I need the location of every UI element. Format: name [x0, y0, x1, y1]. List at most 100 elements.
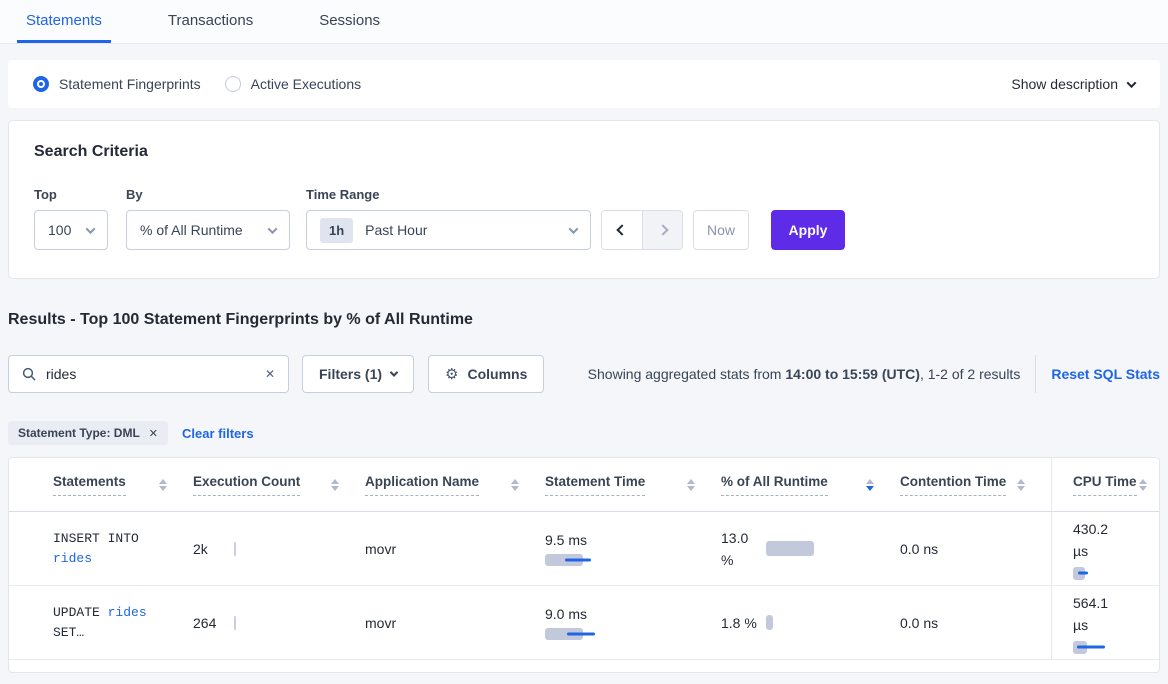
application-name-cell: movr — [365, 540, 397, 557]
clear-filters-link[interactable]: Clear filters — [182, 425, 254, 441]
filter-chip-label: Statement Type: DML — [18, 426, 140, 440]
by-field: By % of All Runtime — [108, 187, 290, 250]
cpu-time-bar — [1073, 640, 1121, 654]
radio-label: Statement Fingerprints — [59, 76, 201, 92]
cpu-time-cell: 564.1 µs — [1051, 586, 1159, 659]
top-select[interactable]: 100 — [34, 210, 108, 250]
gear-icon: ⚙ — [445, 365, 459, 383]
filter-chip-statement-type[interactable]: Statement Type: DML ✕ — [8, 421, 169, 445]
chevron-right-icon — [656, 224, 669, 236]
radio-statement-fingerprints[interactable]: Statement Fingerprints — [33, 76, 201, 92]
by-select-value: % of All Runtime — [140, 222, 243, 238]
column-header-execution-count[interactable]: Execution Count — [193, 474, 365, 496]
remove-filter-icon[interactable]: ✕ — [148, 427, 159, 440]
clear-search-icon[interactable]: ✕ — [264, 367, 275, 381]
statement-time-cell: 9.5 ms — [545, 532, 721, 566]
runtime-bar — [766, 541, 814, 556]
statements-table: Statements Execution Count Application N… — [8, 457, 1160, 673]
application-name-cell: movr — [365, 614, 397, 631]
column-header-application-name[interactable]: Application Name — [365, 474, 545, 496]
statement-cell: UPDATE rides SET… — [53, 604, 147, 640]
execution-count-bar — [234, 541, 236, 556]
stats-summary-text: Showing aggregated stats from 14:00 to 1… — [587, 366, 1021, 382]
sort-icon[interactable] — [1017, 478, 1025, 491]
search-criteria-title: Search Criteria — [34, 143, 148, 160]
cpu-time-bar — [1073, 566, 1121, 580]
statement-link[interactable]: rides — [53, 550, 93, 566]
time-window-nav — [601, 210, 683, 250]
time-range-label: Time Range — [306, 187, 380, 202]
columns-button-label: Columns — [467, 366, 528, 382]
radio-active-executions[interactable]: Active Executions — [224, 76, 362, 92]
filters-button[interactable]: Filters (1) — [302, 355, 415, 393]
vertical-divider — [1035, 355, 1037, 393]
column-header-runtime[interactable]: % of All Runtime — [721, 474, 900, 496]
search-box[interactable]: ✕ — [8, 355, 289, 393]
sort-icon[interactable] — [1139, 478, 1147, 491]
contention-time-cell: 0.0 ns — [900, 614, 939, 631]
sort-icon[interactable] — [331, 478, 339, 491]
statement-time-bar — [545, 553, 705, 566]
show-description-toggle[interactable]: Show description — [1011, 76, 1137, 92]
sort-icon[interactable] — [687, 478, 695, 491]
column-header-contention-time[interactable]: Contention Time — [900, 474, 1051, 496]
column-header-statement-time[interactable]: Statement Time — [545, 474, 721, 496]
results-toolbar: ✕ Filters (1) ⚙ Columns Showing aggregat… — [8, 355, 1160, 393]
search-icon — [22, 367, 36, 381]
results-heading: Results - Top 100 Statement Fingerprints… — [8, 311, 473, 328]
statement-time-bar — [545, 627, 705, 640]
tab-sessions[interactable]: Sessions — [319, 11, 381, 29]
radio-label: Active Executions — [250, 76, 362, 92]
show-description-label: Show description — [1011, 76, 1118, 92]
time-range-value: Past Hour — [365, 222, 428, 238]
table-row: UPDATE rides SET… 264 movr 9.0 ms 1.8 % … — [9, 586, 1159, 660]
now-button[interactable]: Now — [693, 210, 749, 250]
statement-cell: INSERT INTO rides — [53, 530, 139, 566]
time-range-badge: 1h — [320, 217, 354, 243]
chevron-down-icon — [267, 223, 278, 234]
search-input[interactable] — [46, 366, 255, 382]
columns-button[interactable]: ⚙ Columns — [428, 355, 545, 393]
sort-icon-descending-active[interactable] — [866, 478, 874, 491]
chevron-down-icon — [1126, 77, 1137, 88]
search-criteria-panel: Search Criteria Top 100 By % of All Runt… — [8, 120, 1160, 279]
chevron-left-icon — [616, 224, 628, 236]
view-toggle-bar: Statement Fingerprints Active Executions… — [8, 60, 1160, 108]
radio-unselected-icon[interactable] — [224, 76, 241, 92]
next-time-window-button[interactable] — [642, 211, 682, 249]
by-select[interactable]: % of All Runtime — [126, 210, 290, 250]
statement-link[interactable]: rides — [107, 604, 147, 620]
time-range-field: Time Range 1h Past Hour — [290, 187, 591, 250]
top-label: Top — [34, 187, 57, 202]
apply-button[interactable]: Apply — [771, 210, 845, 250]
search-criteria-form: Top 100 By % of All Runtime Time Range 1… — [34, 187, 1134, 250]
previous-time-window-button[interactable] — [602, 211, 642, 249]
runtime-bar — [765, 615, 773, 630]
execution-count-bar — [234, 615, 236, 630]
column-header-cpu-time[interactable]: CPU Time — [1051, 458, 1159, 511]
sort-icon[interactable] — [159, 478, 167, 491]
filter-chip-row: Statement Type: DML ✕ Clear filters — [8, 421, 1160, 445]
top-field: Top 100 — [34, 187, 108, 250]
table-row: INSERT INTO rides 2k movr 9.5 ms 13.0 % … — [9, 512, 1159, 586]
execution-count-cell: 264 — [193, 615, 365, 631]
cpu-time-cell: 430.2 µs — [1051, 512, 1159, 585]
contention-time-cell: 0.0 ns — [900, 540, 939, 557]
tab-transactions[interactable]: Transactions — [167, 11, 254, 29]
top-select-value: 100 — [48, 222, 72, 238]
toolbar-right: Showing aggregated stats from 14:00 to 1… — [588, 355, 1160, 393]
page-tabs: Statements Transactions Sessions — [0, 0, 1168, 44]
chevron-down-icon — [568, 223, 579, 234]
column-header-statements[interactable]: Statements — [53, 474, 193, 496]
radio-selected-icon[interactable] — [33, 76, 49, 92]
execution-count-cell: 2k — [193, 541, 365, 557]
runtime-cell: 13.0 % — [721, 527, 900, 571]
time-range-select[interactable]: 1h Past Hour — [306, 210, 591, 250]
tab-statements[interactable]: Statements — [17, 0, 111, 43]
chevron-down-icon — [85, 223, 96, 234]
runtime-cell: 1.8 % — [721, 612, 900, 634]
sort-icon[interactable] — [511, 478, 519, 491]
statement-time-cell: 9.0 ms — [545, 606, 721, 640]
filters-button-label: Filters (1) — [319, 366, 383, 382]
reset-sql-stats-link[interactable]: Reset SQL Stats — [1051, 366, 1160, 382]
